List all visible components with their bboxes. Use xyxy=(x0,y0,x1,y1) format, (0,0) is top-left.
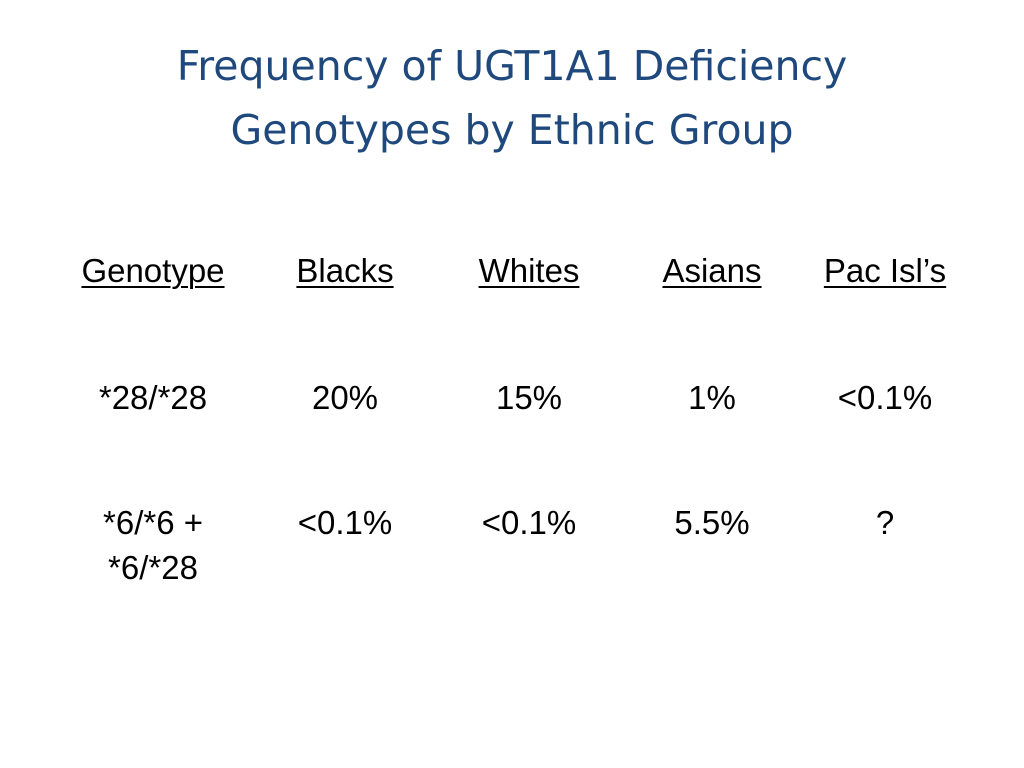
row-2-genotype: *6/*6 + *6/*28 xyxy=(50,500,256,590)
title-line-1: Frequency of UGT1A1 Deficiency xyxy=(176,42,848,90)
header-asians: Asians xyxy=(662,252,762,289)
row-2-pacific-islanders: ? xyxy=(875,504,895,541)
row-1-whites: 15% xyxy=(495,379,563,416)
row-1-genotype: *28/*28 xyxy=(50,375,256,420)
row-2-whites: <0.1% xyxy=(481,504,577,541)
header-blacks: Blacks xyxy=(296,252,394,289)
row-1-asians: 1% xyxy=(688,379,736,416)
header-pacific-islanders: Pac Isl’s xyxy=(823,252,947,289)
header-genotype: Genotype xyxy=(81,252,225,289)
title-line-2: Genotypes by Ethnic Group xyxy=(230,106,794,154)
slide-title: Frequency of UGT1A1 Deficiency Genotypes… xyxy=(0,34,1024,162)
row-2-blacks: <0.1% xyxy=(297,504,393,541)
row-2-asians: 5.5% xyxy=(674,504,750,541)
row-2-genotype-line-2: *6/*28 xyxy=(108,549,198,586)
row-1-pacific-islanders: <0.1% xyxy=(837,379,933,416)
header-whites: Whites xyxy=(478,252,580,289)
row-2-genotype-line-1: *6/*6 + xyxy=(103,504,203,541)
row-1-blacks: 20% xyxy=(311,379,379,416)
row-1-genotype-line-1: *28/*28 xyxy=(98,379,208,416)
